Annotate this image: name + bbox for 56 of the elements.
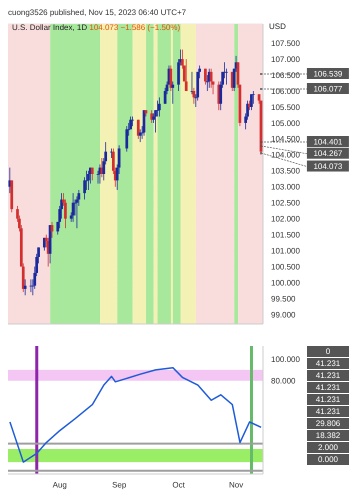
y-tick-label: 99.000 [271, 310, 296, 320]
annotation: 106.539 [314, 69, 344, 78]
annotation: 104.267 [314, 150, 344, 159]
price-tag: 0 [307, 346, 349, 357]
y-tick-label: 99.500 [271, 294, 296, 304]
candlestick [87, 170, 90, 190]
x-tick-label: Nov [229, 480, 244, 490]
candlestick [171, 81, 174, 104]
y-axis-title: USD [269, 22, 286, 31]
y-tick-label: 105.000 [271, 118, 300, 128]
candlestick [72, 192, 74, 222]
candlestick [156, 100, 159, 117]
y-tick-label: 100.500 [271, 262, 300, 272]
chart-title: U.S. Dollar Index, 1D [12, 23, 88, 32]
price-tag: 41.231 [307, 394, 349, 405]
price-tag: 18.382 [307, 430, 349, 441]
candlestick [204, 68, 207, 86]
annotation: 106.077 [314, 84, 344, 94]
price-tag: 41.231 [307, 382, 349, 393]
price-tag: 41.231 [307, 358, 349, 369]
candlestick [192, 87, 196, 104]
y-tick-label: 107.000 [271, 54, 300, 64]
line-series [9, 366, 262, 463]
y-tick-label: 101.000 [271, 246, 300, 256]
annotation: 104.073 [314, 162, 344, 171]
x-tick-label: Sep [112, 480, 127, 490]
price-tag: 29.806 [307, 418, 349, 429]
candlestick [90, 167, 94, 181]
y-tick-label: 106.000 [271, 86, 300, 96]
candlestick [252, 90, 255, 104]
candlestick [125, 126, 128, 152]
price-tag: 41.231 [307, 370, 349, 381]
y-tick-label: 101.500 [271, 230, 300, 240]
candlestick [131, 116, 134, 127]
y-tick-label: 103.000 [271, 182, 300, 192]
x-tick-label: Aug [52, 480, 67, 490]
y-tick-label: 107.500 [271, 38, 300, 48]
price-tag: 2.000 [307, 442, 349, 453]
candlestick [184, 58, 188, 92]
y-tick-label: 80.000 [271, 376, 296, 386]
price-tag: 0.000 [307, 454, 349, 465]
text: cuong3526 published, Nov 15, 2023 06:40 UTC+7 [8, 8, 188, 19]
x-tick-label: Oct [172, 480, 186, 490]
y-tick-label: 102.500 [271, 198, 300, 208]
y-tick-label: 105.500 [271, 102, 300, 112]
annotation: 104.401 [314, 138, 344, 147]
price-tag: 41.231 [307, 406, 349, 417]
y-tick-label: 104.000 [271, 150, 300, 160]
y-tick-label: 100.000 [271, 354, 300, 364]
candlestick [24, 278, 27, 296]
chart-subtitle: 104.073 −1.586 (−1.50%) [89, 23, 180, 32]
y-tick-label: 102.000 [271, 214, 300, 224]
candlestick [50, 221, 54, 238]
y-tick-label: 104.500 [271, 134, 300, 144]
y-tick-label: 100.000 [271, 278, 300, 288]
y-tick-label: 103.500 [271, 166, 300, 176]
